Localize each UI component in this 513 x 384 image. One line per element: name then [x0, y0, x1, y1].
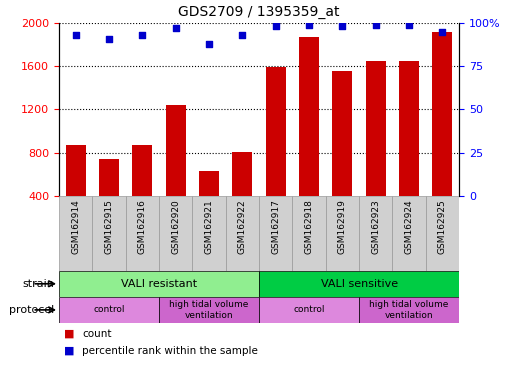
Bar [66, 145, 86, 196]
Bar [159, 297, 259, 323]
Text: GSM162921: GSM162921 [205, 200, 213, 254]
Text: GSM162916: GSM162916 [138, 200, 147, 255]
Bar [126, 196, 159, 271]
Text: GSM162915: GSM162915 [105, 200, 113, 255]
Bar [399, 61, 419, 196]
Bar [292, 196, 326, 271]
Bar [259, 271, 459, 297]
Bar [326, 196, 359, 271]
Text: ■: ■ [64, 346, 74, 356]
Bar [99, 159, 119, 196]
Point [138, 32, 146, 38]
Text: percentile rank within the sample: percentile rank within the sample [82, 346, 258, 356]
Text: control: control [93, 305, 125, 314]
Text: protocol: protocol [9, 305, 54, 315]
Bar [259, 196, 292, 271]
Text: control: control [293, 305, 325, 314]
Bar [259, 297, 359, 323]
Text: GSM162919: GSM162919 [338, 200, 347, 255]
Bar [232, 152, 252, 196]
Text: GSM162918: GSM162918 [305, 200, 313, 255]
Bar [92, 196, 126, 271]
Text: high tidal volume
ventilation: high tidal volume ventilation [369, 300, 449, 319]
Text: ■: ■ [64, 329, 74, 339]
Text: VALI sensitive: VALI sensitive [321, 279, 398, 289]
Bar [192, 196, 226, 271]
Bar [432, 32, 452, 196]
Point [438, 29, 446, 35]
Bar [332, 71, 352, 196]
Title: GDS2709 / 1395359_at: GDS2709 / 1395359_at [179, 5, 340, 19]
Text: high tidal volume
ventilation: high tidal volume ventilation [169, 300, 249, 319]
Point [305, 22, 313, 28]
Bar [226, 196, 259, 271]
Text: GSM162924: GSM162924 [405, 200, 413, 254]
Bar [199, 171, 219, 196]
Text: strain: strain [22, 279, 54, 289]
Bar [266, 67, 286, 196]
Bar [59, 271, 259, 297]
Text: VALI resistant: VALI resistant [121, 279, 197, 289]
Bar [426, 196, 459, 271]
Point [338, 23, 346, 30]
Bar [59, 297, 159, 323]
Bar [392, 196, 426, 271]
Text: GSM162923: GSM162923 [371, 200, 380, 254]
Text: GSM162914: GSM162914 [71, 200, 80, 254]
Bar [132, 145, 152, 196]
Bar [166, 105, 186, 196]
Point [238, 32, 246, 38]
Bar [59, 196, 92, 271]
Bar [359, 297, 459, 323]
Bar [359, 196, 392, 271]
Text: count: count [82, 329, 112, 339]
Point [205, 41, 213, 47]
Text: GSM162925: GSM162925 [438, 200, 447, 254]
Point [405, 22, 413, 28]
Bar [159, 196, 192, 271]
Point [371, 22, 380, 28]
Point [271, 23, 280, 30]
Bar [299, 37, 319, 196]
Point [71, 32, 80, 38]
Point [105, 36, 113, 42]
Bar [366, 61, 386, 196]
Point [171, 25, 180, 31]
Text: GSM162920: GSM162920 [171, 200, 180, 254]
Text: GSM162917: GSM162917 [271, 200, 280, 255]
Text: GSM162922: GSM162922 [238, 200, 247, 254]
